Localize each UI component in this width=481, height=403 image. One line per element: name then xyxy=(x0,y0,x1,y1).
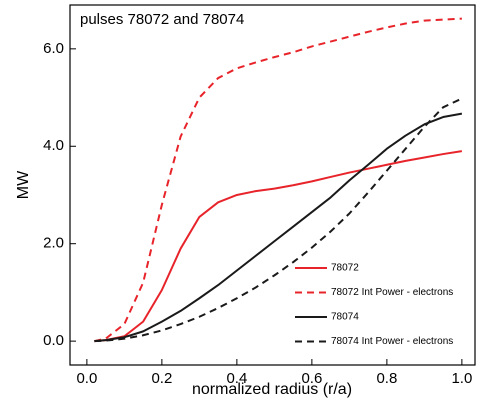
legend-label: 78072 xyxy=(331,263,359,274)
legend-label: 78074 Int Power - electrons xyxy=(331,336,453,347)
y-tick-label: 4.0 xyxy=(43,137,64,154)
x-tick-label: 0.0 xyxy=(76,370,97,387)
series-line xyxy=(94,150,463,343)
y-tick-label: 0.0 xyxy=(43,332,64,349)
legend-label: 78074 xyxy=(331,312,359,323)
series-line xyxy=(94,112,463,343)
x-axis-label: normalized radius (r/a) xyxy=(192,381,352,398)
series-line xyxy=(94,97,463,343)
plot-frame xyxy=(69,4,476,366)
y-tick-label: 2.0 xyxy=(43,235,64,252)
chart-title: pulses 78072 and 78074 xyxy=(80,11,244,28)
x-tick-label: 0.6 xyxy=(301,370,322,387)
y-tick-label: 6.0 xyxy=(43,40,64,57)
x-tick-label: 0.8 xyxy=(376,370,397,387)
x-tick-label: 1.0 xyxy=(451,370,472,387)
x-tick-label: 0.2 xyxy=(151,370,172,387)
legend-label: 78072 Int Power - electrons xyxy=(331,287,453,298)
x-tick-label: 0.4 xyxy=(226,370,247,387)
series-line xyxy=(94,17,462,343)
y-axis-label: MW xyxy=(15,170,32,199)
